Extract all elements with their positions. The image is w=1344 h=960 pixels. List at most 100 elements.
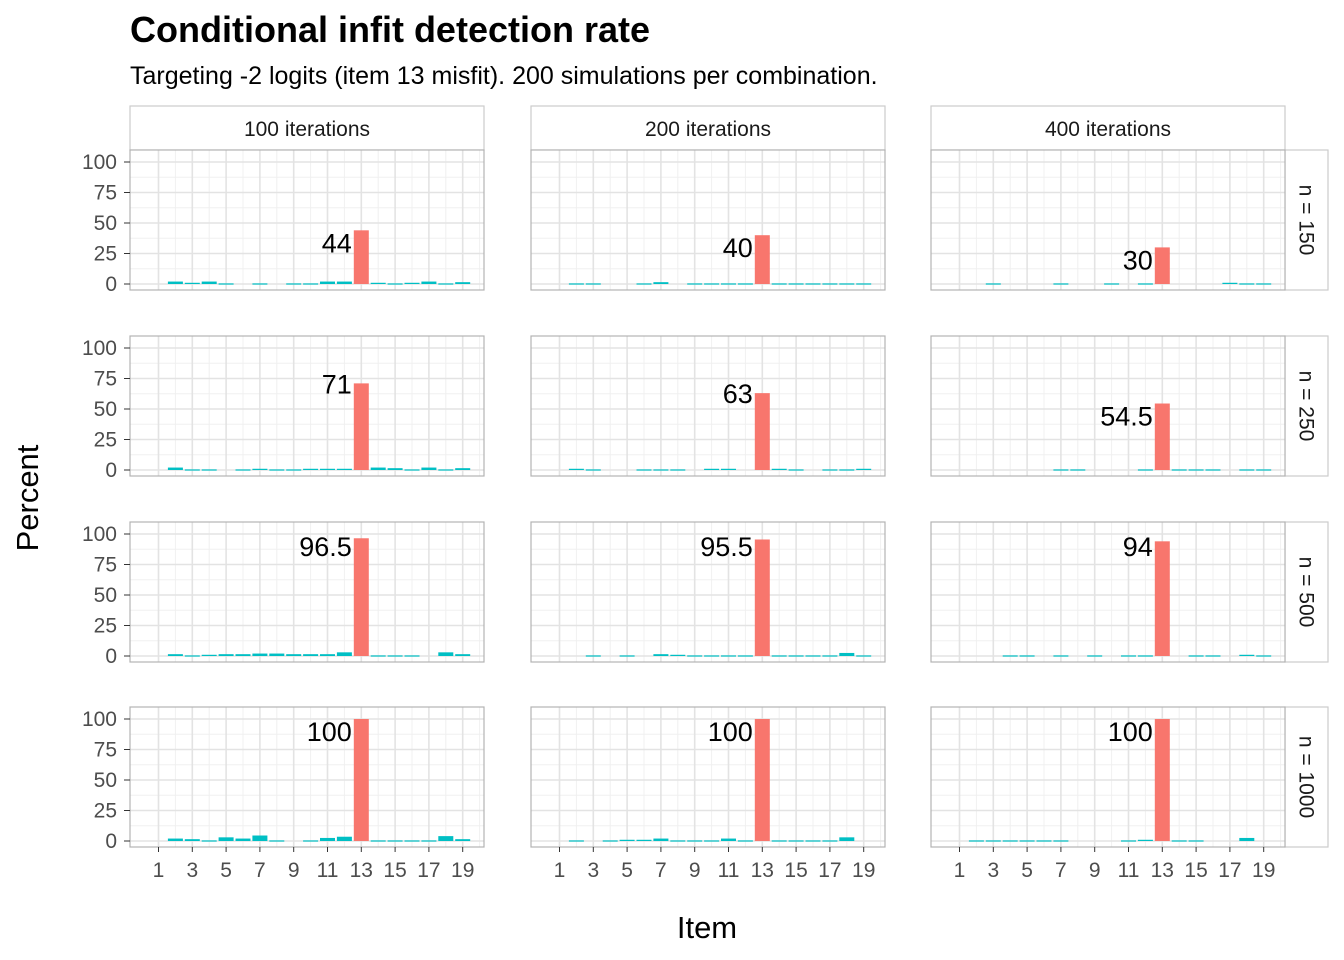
panel-background <box>531 150 885 290</box>
y-tick-label: 50 <box>94 398 117 421</box>
bar <box>687 655 703 657</box>
facet-panel: 44 <box>129 149 485 291</box>
panel-border <box>129 149 485 291</box>
bar <box>653 282 669 284</box>
y-tick-label: 25 <box>94 429 117 452</box>
panel-background <box>130 707 484 847</box>
bar <box>421 840 437 842</box>
bar <box>1019 655 1035 657</box>
bar <box>1104 283 1120 285</box>
data-label: 100 <box>307 717 352 747</box>
data-label: 63 <box>723 379 753 409</box>
bar <box>320 654 335 656</box>
bar <box>387 468 403 470</box>
bar <box>822 655 838 657</box>
highlight-bar <box>1154 247 1170 284</box>
column-strip-label: 200 iterations <box>645 118 771 141</box>
bar <box>404 840 420 842</box>
bar <box>167 838 183 841</box>
data-label: 54.5 <box>1100 402 1153 432</box>
bar <box>1137 655 1153 657</box>
bar <box>1239 837 1255 841</box>
bar <box>201 654 217 656</box>
bar <box>1188 469 1204 471</box>
x-tick-label: 17 <box>1218 859 1241 882</box>
bar <box>184 655 200 657</box>
bar <box>1256 655 1272 657</box>
x-tick-label: 15 <box>784 859 807 882</box>
bar <box>822 283 838 285</box>
bar <box>320 281 335 284</box>
data-label: 100 <box>708 717 753 747</box>
panel-background <box>531 707 885 847</box>
x-tick-label: 7 <box>254 859 266 882</box>
bar <box>1053 655 1069 657</box>
y-tick-label: 25 <box>94 800 117 823</box>
bar <box>252 835 268 841</box>
bar <box>438 836 454 841</box>
x-tick-label: 9 <box>1089 859 1101 882</box>
bar <box>455 839 471 841</box>
x-tick-label: 3 <box>186 859 198 882</box>
bar <box>653 654 669 656</box>
bar <box>788 655 804 657</box>
x-tick-label: 5 <box>1021 859 1033 882</box>
panel-border <box>129 335 485 477</box>
bar <box>184 839 200 841</box>
bar <box>167 654 183 656</box>
bar <box>1053 283 1069 285</box>
bar <box>167 281 183 284</box>
bar <box>404 282 420 284</box>
y-tick-label: 0 <box>105 273 117 296</box>
data-label: 94 <box>1123 532 1153 562</box>
facet-panel: 63 <box>530 335 886 477</box>
bar <box>252 283 268 285</box>
bar <box>805 655 821 657</box>
x-tick-label: 9 <box>689 859 701 882</box>
bar <box>636 839 652 841</box>
bar <box>1053 469 1069 471</box>
column-strip <box>129 105 485 151</box>
bar <box>602 840 618 842</box>
bar <box>404 655 420 657</box>
bar <box>303 654 319 656</box>
data-label: 30 <box>1123 245 1153 275</box>
bar <box>303 283 319 285</box>
bar <box>653 838 669 841</box>
x-tick-label: 1 <box>554 859 566 882</box>
bar <box>1053 840 1069 842</box>
bar <box>421 467 437 470</box>
bar <box>235 654 251 656</box>
facet-panel: 95.5 <box>530 521 886 663</box>
bar <box>404 469 420 471</box>
bar <box>1002 840 1018 842</box>
y-tick-label: 75 <box>94 368 117 391</box>
bar <box>585 283 601 285</box>
x-tick-label: 7 <box>655 859 667 882</box>
bar <box>1188 655 1204 657</box>
bar <box>1002 655 1018 657</box>
bar <box>1239 283 1255 285</box>
x-tick-label: 3 <box>987 859 999 882</box>
data-label: 71 <box>322 369 352 399</box>
y-tick-label: 100 <box>82 523 117 546</box>
panel-border <box>530 335 886 477</box>
bar <box>1137 283 1153 285</box>
highlight-bar <box>754 539 770 656</box>
bar <box>1121 840 1136 842</box>
row-strip <box>1284 149 1329 291</box>
highlight-bar <box>1154 719 1170 841</box>
bar <box>704 840 720 842</box>
bar <box>218 837 234 841</box>
bar <box>771 655 787 657</box>
panel-background <box>931 336 1285 476</box>
bar <box>737 283 753 285</box>
bar <box>438 469 454 471</box>
facet-panel: 40 <box>530 149 886 291</box>
bar <box>737 840 753 842</box>
bar <box>320 468 335 470</box>
panel-border <box>930 706 1286 848</box>
x-tick-label: 5 <box>621 859 633 882</box>
x-tick-label: 1 <box>954 859 966 882</box>
bar <box>839 837 855 841</box>
